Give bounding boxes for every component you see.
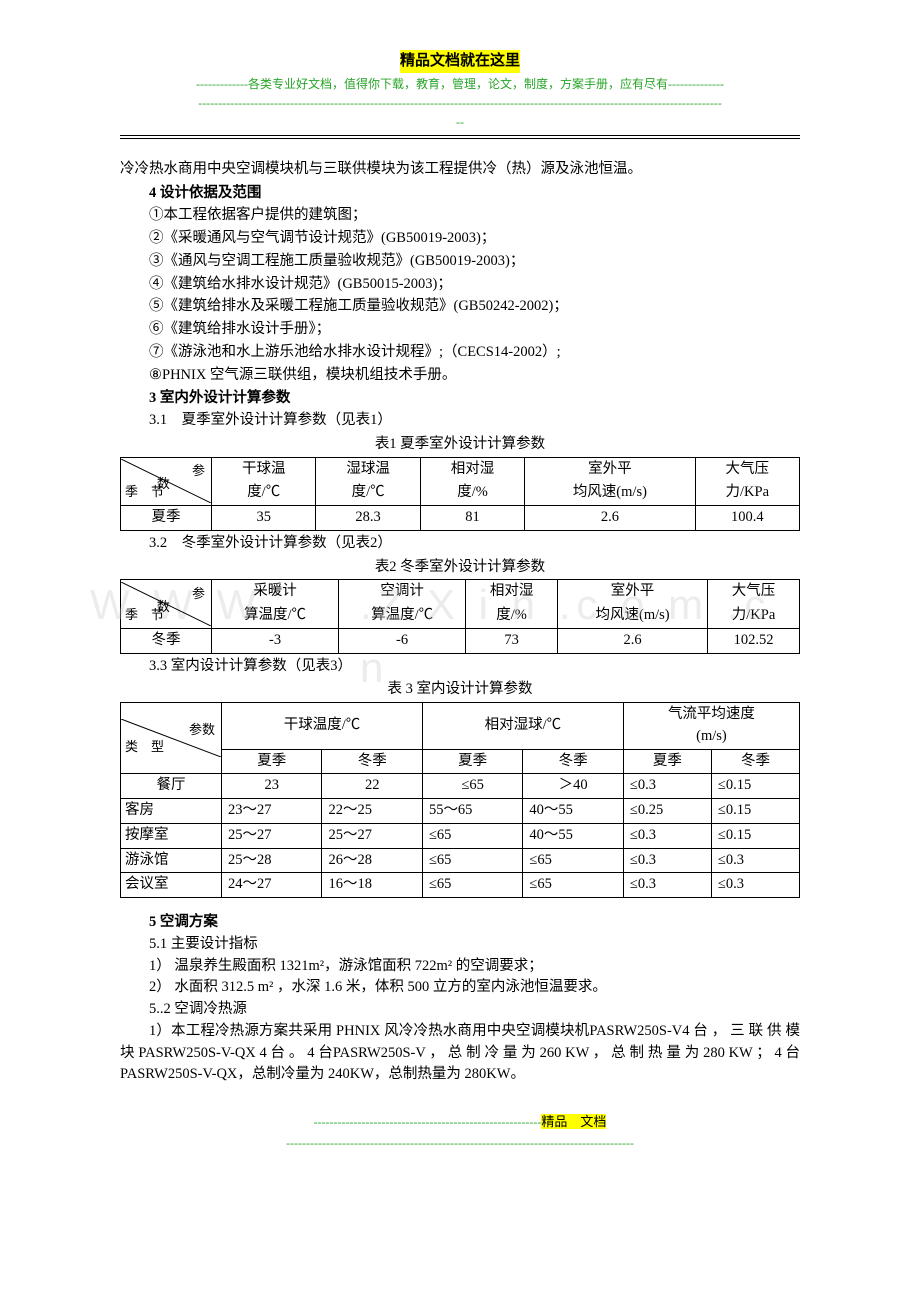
- table-row: 客房 23～27 22～25 55～65 40～55 ≤0.25 ≤0.15: [121, 799, 800, 824]
- th: 力/KPa: [708, 604, 800, 628]
- header-rule-1: [120, 135, 800, 136]
- s4-item: ⑦《游泳池和水上游乐池给水排水设计规程》;（CECS14-2002）;: [120, 342, 800, 364]
- section-3-head: 3 室内外设计计算参数: [120, 388, 800, 410]
- table1-diag-cell: 参 数 季 节: [121, 459, 211, 503]
- td: 100.4: [695, 506, 799, 531]
- table-row: 会议室 24～27 16～18 ≤65 ≤65 ≤0.3 ≤0.3: [121, 873, 800, 898]
- s4-item: ⑥《建筑给排水设计手册》；: [120, 319, 800, 341]
- s3-p31: 3.1 夏季室外设计计算参数（见表1）: [120, 410, 800, 432]
- th: 冬季: [322, 749, 422, 774]
- header-subtitle-1: -------------各类专业好文档，值得你下载，教育，管理，论文，制度，方…: [120, 75, 800, 93]
- th: 干球温: [212, 457, 316, 481]
- s4-item: ④《建筑给水排水设计规范》(GB50015-2003)；: [120, 274, 800, 296]
- td: 102.52: [708, 628, 800, 653]
- s4-item: ③《通风与空调工程施工质量验收规范》(GB50019-2003)；: [120, 251, 800, 273]
- s5-body: 1）本工程冷热源方案共采用 PHNIX 风冷冷热水商用中央空调模块机PASRW2…: [120, 1021, 800, 1086]
- header-rule-2: [120, 138, 800, 139]
- table-row: 按摩室 25～27 25～27 ≤65 40～55 ≤0.3 ≤0.15: [121, 823, 800, 848]
- th: 夏季: [623, 749, 711, 774]
- s3-p32: 3.2 冬季室外设计计算参数（见表2）: [120, 533, 800, 555]
- header-subtitle-3: --: [120, 113, 800, 131]
- s5-item: 2） 水面积 312.5 m² ，水深 1.6 米，体积 500 立方的室内泳池…: [120, 977, 800, 999]
- th: 采暖计: [212, 580, 339, 604]
- table-1: 参 数 季 节 干球温 湿球温 相对湿 室外平 大气压 度/℃ 度/℃ 度/% …: [120, 457, 800, 531]
- s5-item: 1） 温泉养生殿面积 1321m²，游泳馆面积 722m² 的空调要求；: [120, 956, 800, 978]
- td: -3: [212, 628, 339, 653]
- th: 气流平均速度(m/s): [623, 703, 799, 750]
- th: 算温度/℃: [339, 604, 466, 628]
- th: 相对湿球/℃: [422, 703, 623, 750]
- header-subtitle-2: ----------------------------------------…: [120, 94, 800, 112]
- table2-caption: 表2 冬季室外设计计算参数: [120, 557, 800, 579]
- td: 2.6: [558, 628, 708, 653]
- table1-caption: 表1 夏季室外设计计算参数: [120, 434, 800, 456]
- table-3: 参数 类 型 干球温度/℃ 相对湿球/℃ 气流平均速度(m/s) 夏季 冬季 夏…: [120, 702, 800, 898]
- table3-caption: 表 3 室内设计计算参数: [120, 679, 800, 701]
- th: 夏季: [222, 749, 322, 774]
- diag-label: 季 节: [125, 482, 164, 502]
- footer-highlight: 精品 文档: [541, 1114, 606, 1129]
- th: 度/℃: [316, 481, 420, 505]
- th: 湿球温: [316, 457, 420, 481]
- th: 空调计: [339, 580, 466, 604]
- section-5-head: 5 空调方案: [120, 912, 800, 934]
- td: 冬季: [121, 628, 212, 653]
- th: 干球温度/℃: [222, 703, 423, 750]
- s4-item: ②《采暖通风与空气调节设计规范》(GB50019-2003)；: [120, 228, 800, 250]
- table2-diag-cell: 参 数 季 节: [121, 582, 211, 626]
- th: 大气压: [695, 457, 799, 481]
- th: 力/KPa: [695, 481, 799, 505]
- th: 相对湿: [420, 457, 524, 481]
- th: 室外平: [525, 457, 695, 481]
- th: 度/%: [466, 604, 558, 628]
- th: 冬季: [523, 749, 623, 774]
- td: 28.3: [316, 506, 420, 531]
- th: 室外平: [558, 580, 708, 604]
- td: 81: [420, 506, 524, 531]
- header-title: 精品文档就在这里: [400, 50, 520, 73]
- td: 2.6: [525, 506, 695, 531]
- diag-label: 参: [192, 584, 205, 604]
- th: 算温度/℃: [212, 604, 339, 628]
- table-row: 餐厅 23 22 ≤65 ＞40 ≤0.3 ≤0.15: [121, 774, 800, 799]
- footer: ----------------------------------------…: [120, 1112, 800, 1152]
- table-row: 游泳馆 25～28 26～28 ≤65 ≤65 ≤0.3 ≤0.3: [121, 848, 800, 873]
- s5-p51: 5.1 主要设计指标: [120, 934, 800, 956]
- table3-diag-cell: 参数 类 型: [121, 719, 221, 757]
- footer-dash: ----------------------------------------…: [314, 1115, 542, 1129]
- th: 相对湿: [466, 580, 558, 604]
- td: 35: [212, 506, 316, 531]
- th: 均风速(m/s): [525, 481, 695, 505]
- diag-label: 季 节: [125, 605, 164, 625]
- th: 度/℃: [212, 481, 316, 505]
- th: 夏季: [422, 749, 522, 774]
- s4-item: ①本工程依据客户提供的建筑图；: [120, 205, 800, 227]
- diag-label: 类 型: [125, 737, 164, 757]
- td: 73: [466, 628, 558, 653]
- diag-label: 参数: [189, 720, 215, 740]
- footer-line2: ----------------------------------------…: [120, 1134, 800, 1152]
- table-2: 参 数 季 节 采暖计 空调计 相对湿 室外平 大气压 算温度/℃ 算温度/℃ …: [120, 579, 800, 653]
- intro-paragraph: 冷冷热水商用中央空调模块机与三联供模块为该工程提供冷（热）源及泳池恒温。: [120, 159, 800, 181]
- section-4-head: 4 设计依据及范围: [120, 183, 800, 205]
- th: 度/%: [420, 481, 524, 505]
- s5-p52: 5..2 空调冷热源: [120, 999, 800, 1021]
- td: -6: [339, 628, 466, 653]
- s4-item: ⑤《建筑给排水及采暖工程施工质量验收规范》(GB50242-2002)；: [120, 296, 800, 318]
- th: 大气压: [708, 580, 800, 604]
- td: 夏季: [121, 506, 212, 531]
- s3-p33: 3.3 室内设计计算参数（见表3）: [120, 656, 800, 678]
- th: 冬季: [711, 749, 799, 774]
- diag-label: 参: [192, 461, 205, 481]
- s4-item: ⑧PHNIX 空气源三联供组，模块机组技术手册。: [120, 365, 800, 387]
- th: 均风速(m/s): [558, 604, 708, 628]
